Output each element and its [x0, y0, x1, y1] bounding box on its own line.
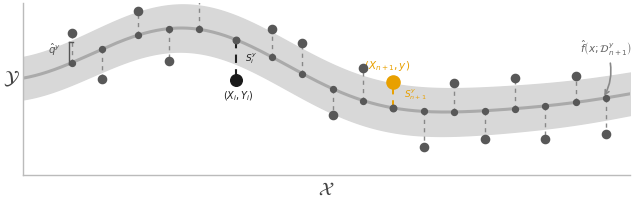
Point [297, 72, 307, 75]
Point [328, 87, 338, 90]
Point [164, 27, 174, 30]
Text: $\hat{f}\left(x;\mathcal{D}^y_{n+1}\right)$: $\hat{f}\left(x;\mathcal{D}^y_{n+1}\righ… [580, 38, 632, 94]
Text: $(X_i, Y_i)$: $(X_i, Y_i)$ [223, 89, 254, 103]
Point [230, 79, 241, 82]
Text: $S^y_{n+1}$: $S^y_{n+1}$ [404, 87, 428, 102]
Point [419, 110, 429, 113]
Point [449, 110, 460, 114]
Point [540, 137, 550, 140]
Point [449, 81, 460, 84]
Point [297, 41, 307, 44]
Point [601, 132, 611, 136]
Point [267, 28, 277, 31]
Point [388, 80, 399, 83]
Point [510, 76, 520, 79]
Point [570, 101, 580, 104]
Text: $S_i^y$: $S_i^y$ [244, 51, 257, 66]
Point [388, 106, 399, 109]
Point [479, 137, 490, 140]
Text: $\hat{q}^y$: $\hat{q}^y$ [48, 42, 61, 58]
Point [267, 55, 277, 59]
Point [601, 96, 611, 100]
Point [479, 109, 490, 112]
Point [328, 113, 338, 117]
Point [67, 32, 77, 35]
Point [133, 9, 143, 12]
Point [540, 104, 550, 107]
Point [67, 61, 77, 64]
Point [230, 38, 241, 41]
Point [419, 146, 429, 149]
Point [97, 48, 107, 51]
Point [358, 99, 368, 102]
Point [358, 66, 368, 69]
Point [97, 77, 107, 80]
Point [194, 28, 204, 31]
Point [510, 107, 520, 110]
Point [133, 33, 143, 37]
Point [164, 60, 174, 63]
Text: $(X_{n+1}, y)$: $(X_{n+1}, y)$ [364, 59, 410, 73]
Y-axis label: $\mathcal{Y}$: $\mathcal{Y}$ [3, 69, 20, 89]
X-axis label: $\mathcal{X}$: $\mathcal{X}$ [319, 181, 335, 199]
Point [570, 75, 580, 78]
